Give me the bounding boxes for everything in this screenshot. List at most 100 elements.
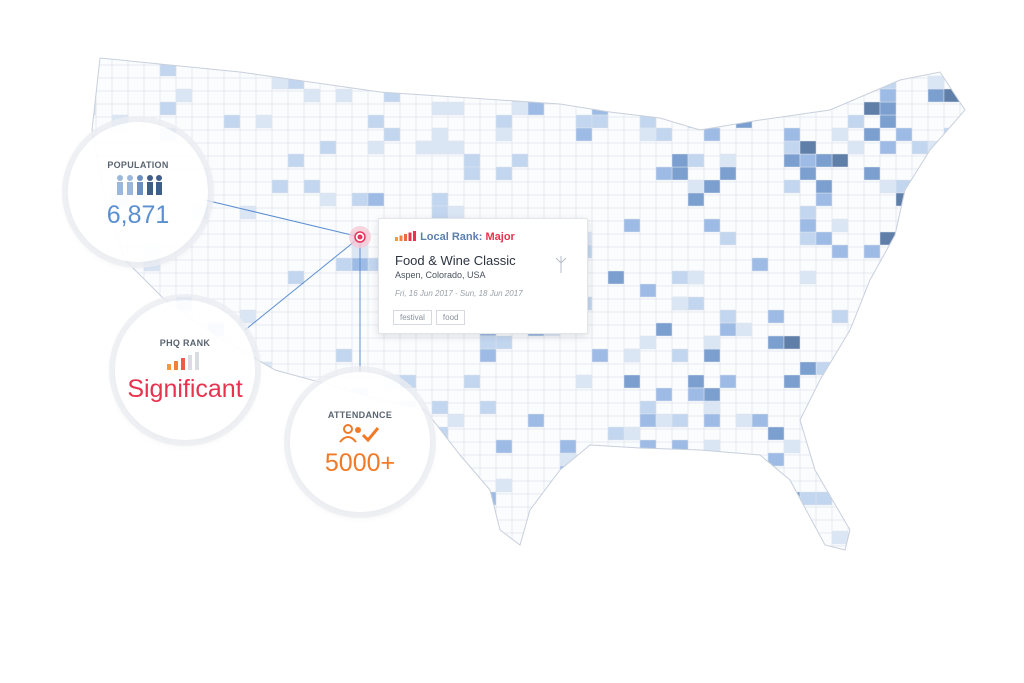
county bbox=[879, 283, 897, 298]
county bbox=[879, 465, 897, 480]
event-card[interactable]: Local Rank: Major Food & Wine Classic As… bbox=[378, 218, 588, 334]
county bbox=[655, 543, 673, 550]
county bbox=[927, 322, 945, 337]
county bbox=[767, 517, 785, 532]
county bbox=[607, 543, 625, 550]
county bbox=[719, 322, 737, 337]
county bbox=[831, 413, 849, 428]
county bbox=[895, 296, 913, 311]
county bbox=[111, 439, 129, 454]
county bbox=[639, 62, 657, 77]
county bbox=[767, 309, 785, 324]
county bbox=[911, 140, 929, 155]
county bbox=[815, 62, 833, 77]
event-tag[interactable]: food bbox=[435, 310, 466, 325]
county bbox=[815, 153, 833, 168]
county bbox=[575, 543, 593, 550]
county bbox=[703, 413, 721, 428]
county bbox=[783, 335, 801, 350]
county bbox=[255, 426, 273, 441]
county bbox=[783, 140, 801, 155]
county bbox=[943, 491, 961, 506]
event-dates: Fri, 16 Jun 2017 - Sun, 18 Jun 2017 bbox=[395, 289, 523, 298]
county bbox=[191, 478, 209, 493]
county bbox=[703, 179, 721, 194]
county bbox=[495, 439, 513, 454]
county bbox=[687, 452, 705, 467]
county bbox=[687, 192, 705, 207]
county bbox=[367, 114, 385, 129]
county bbox=[719, 309, 737, 324]
county bbox=[687, 153, 705, 168]
county bbox=[895, 543, 913, 550]
county bbox=[655, 413, 673, 428]
county bbox=[671, 270, 689, 285]
county bbox=[367, 192, 385, 207]
county bbox=[959, 205, 965, 220]
county bbox=[223, 114, 241, 129]
county bbox=[751, 62, 769, 77]
county bbox=[447, 101, 465, 116]
county bbox=[799, 543, 817, 550]
county bbox=[655, 452, 673, 467]
connector bbox=[204, 199, 361, 238]
county bbox=[319, 517, 337, 532]
county bbox=[847, 374, 865, 389]
county bbox=[831, 309, 849, 324]
event-tag[interactable]: festival bbox=[393, 310, 432, 325]
county bbox=[943, 257, 961, 272]
county bbox=[687, 179, 705, 194]
county bbox=[927, 218, 945, 233]
county bbox=[703, 387, 721, 402]
county bbox=[911, 218, 929, 233]
county bbox=[431, 517, 449, 532]
county bbox=[383, 88, 401, 103]
county bbox=[639, 335, 657, 350]
county bbox=[95, 504, 113, 519]
county bbox=[767, 530, 785, 545]
county bbox=[92, 426, 97, 441]
county bbox=[719, 231, 737, 246]
county bbox=[175, 88, 193, 103]
county bbox=[735, 322, 753, 337]
county bbox=[863, 374, 881, 389]
county bbox=[447, 504, 465, 519]
county bbox=[671, 153, 689, 168]
county bbox=[943, 231, 961, 246]
county bbox=[623, 374, 641, 389]
county bbox=[911, 530, 929, 545]
county bbox=[895, 413, 913, 428]
county bbox=[943, 543, 961, 550]
local-rank-label: Local Rank: bbox=[420, 231, 483, 243]
county bbox=[255, 58, 273, 64]
county bbox=[959, 322, 965, 337]
county bbox=[863, 387, 881, 402]
county bbox=[831, 127, 849, 142]
county bbox=[703, 348, 721, 363]
county bbox=[863, 426, 881, 441]
county bbox=[92, 543, 97, 550]
county bbox=[239, 205, 257, 220]
county bbox=[463, 166, 481, 181]
county bbox=[399, 374, 417, 389]
county bbox=[95, 374, 113, 389]
county bbox=[879, 426, 897, 441]
county bbox=[527, 543, 545, 550]
county bbox=[479, 335, 497, 350]
county bbox=[751, 101, 769, 116]
county bbox=[959, 452, 965, 467]
county bbox=[239, 504, 257, 519]
county bbox=[319, 192, 337, 207]
county bbox=[719, 491, 737, 506]
county bbox=[863, 166, 881, 181]
attendance-bubble: ATTENDANCE 5000+ bbox=[290, 372, 430, 512]
population-label: POPULATION bbox=[107, 160, 169, 170]
county bbox=[703, 478, 721, 493]
county bbox=[335, 543, 353, 550]
county bbox=[895, 58, 913, 64]
county bbox=[831, 361, 849, 376]
county bbox=[831, 88, 849, 103]
county bbox=[943, 387, 961, 402]
county bbox=[703, 218, 721, 233]
